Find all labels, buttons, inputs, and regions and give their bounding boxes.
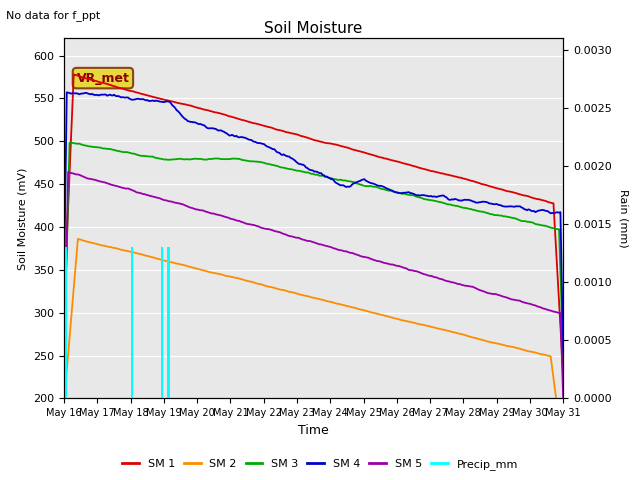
Text: VR_met: VR_met <box>77 72 129 84</box>
X-axis label: Time: Time <box>298 424 329 437</box>
Text: No data for f_ppt: No data for f_ppt <box>6 10 100 21</box>
Y-axis label: Soil Moisture (mV): Soil Moisture (mV) <box>17 167 28 270</box>
Bar <box>167 247 170 398</box>
Bar <box>131 247 133 398</box>
Legend: SM 1, SM 2, SM 3, SM 4, SM 5, Precip_mm: SM 1, SM 2, SM 3, SM 4, SM 5, Precip_mm <box>118 455 522 474</box>
Title: Soil Moisture: Soil Moisture <box>264 21 363 36</box>
Y-axis label: Rain (mm): Rain (mm) <box>618 189 628 248</box>
Bar <box>161 247 163 398</box>
Bar <box>64 247 67 398</box>
